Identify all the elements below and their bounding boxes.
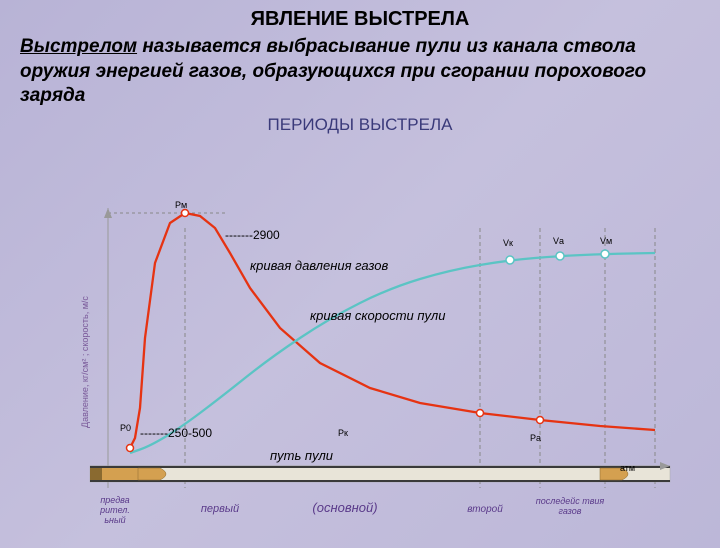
tick-p0: P0 [120, 423, 131, 433]
tick-pa: Pа [530, 433, 541, 443]
y-axis-label: Давление, кг/см² ; скорость, м/с [80, 248, 90, 428]
pressure-curve-label: кривая давления газов [250, 258, 388, 273]
path-label: путь пули [270, 448, 333, 463]
tick-pm: Pм [175, 200, 187, 210]
tick-va: Vа [553, 236, 564, 246]
section-title: ПЕРИОДЫ ВЫСТРЕЛА [0, 115, 720, 135]
base-pressure-label: -------250-500 [140, 426, 212, 440]
subtitle: Выстрелом называется выбрасывание пули и… [20, 35, 700, 109]
period-4: второй [455, 504, 515, 515]
page-title: ЯВЛЕНИЕ ВЫСТРЕЛА [0, 8, 720, 31]
tick-atm: атм [620, 463, 635, 473]
chart-area: -------2900 кривая давления газов кривая… [60, 208, 680, 528]
period-5: последейс твия газов [530, 497, 610, 517]
period-3: (основной) [300, 501, 390, 515]
tick-vk: Vк [503, 238, 513, 248]
chart-svg [60, 208, 680, 528]
period-1: предва рител. ьный [90, 496, 140, 526]
tick-pk: Pк [338, 428, 348, 438]
period-2: первый [190, 503, 250, 515]
subtitle-underline: Выстрелом [20, 36, 137, 57]
peak-pressure-label: -------2900 [225, 228, 280, 242]
velocity-curve-label: кривая скорости пули [310, 308, 445, 323]
tick-vm: Vм [600, 236, 612, 246]
